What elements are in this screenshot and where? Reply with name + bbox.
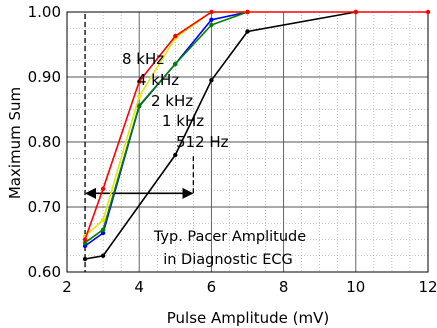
data-point-512-hz	[245, 29, 250, 34]
data-point-8-khz	[353, 9, 358, 15]
data-point-2-khz	[82, 240, 88, 245]
data-point-1-khz	[82, 243, 88, 249]
series-layer	[82, 9, 431, 262]
x-tick-label: 10	[346, 278, 365, 296]
data-point-2-khz	[173, 61, 178, 67]
data-point-2-khz	[137, 103, 142, 108]
y-tick-labels: 0.60 0.70 0.80 0.90 1.00	[28, 3, 61, 281]
series-line-8-khz	[84, 11, 428, 240]
pacer-annotation-line2: in Diagnostic ECG	[163, 252, 293, 268]
x-tick-label: 6	[207, 278, 217, 296]
data-point-8-khz	[82, 237, 88, 242]
data-point-8-khz	[173, 33, 178, 39]
data-point-2-khz	[209, 22, 214, 28]
series-line-2-khz	[84, 11, 248, 244]
x-tick-label: 12	[418, 278, 437, 296]
series-labels: 8 kHz 4 kHz 2 kHz 1 kHz 512 Hz	[122, 50, 229, 151]
series-label-2-khz: 2 kHz	[151, 92, 193, 110]
data-point-8-khz	[209, 9, 214, 15]
y-tick-label: 0.90	[28, 68, 61, 86]
series-label-8-khz: 8 kHz	[122, 50, 164, 68]
data-point-512-hz	[100, 253, 106, 258]
y-axis-label: Maximum Sum	[6, 87, 24, 199]
data-point-8-khz	[137, 79, 142, 84]
pacer-annotation-line1: Typ. Pacer Amplitude	[153, 229, 306, 245]
x-tick-label: 2	[62, 278, 72, 296]
x-tick-label: 4	[134, 278, 144, 296]
data-point-2-khz	[100, 227, 106, 232]
x-tick-label: 8	[279, 278, 289, 296]
series-line-512-hz	[84, 11, 356, 260]
data-point-8-khz	[245, 9, 250, 15]
data-point-512-hz	[82, 256, 88, 262]
y-tick-label: 0.70	[28, 198, 61, 216]
data-point-4-khz	[100, 217, 106, 223]
pacer-range-annotation	[84, 14, 195, 272]
x-axis-label: Pulse Amplitude (mV)	[167, 309, 329, 327]
x-tick-labels: 2 4 6 8 10 12	[62, 278, 437, 296]
series-label-512-hz: 512 Hz	[176, 133, 229, 151]
y-tick-label: 0.80	[28, 133, 61, 151]
data-point-8-khz	[425, 9, 431, 15]
data-point-1-khz	[100, 230, 106, 236]
y-tick-label: 1.00	[28, 3, 61, 21]
series-label-1-khz: 1 kHz	[162, 112, 204, 130]
data-point-1-khz	[209, 17, 214, 22]
data-point-4-khz	[137, 94, 142, 99]
series-label-4-khz: 4 kHz	[137, 71, 179, 89]
series-8-khz	[82, 9, 431, 242]
data-point-512-hz	[209, 78, 214, 83]
y-tick-label: 0.60	[28, 263, 61, 281]
data-point-8-khz	[100, 186, 106, 191]
data-point-512-hz	[173, 152, 178, 158]
